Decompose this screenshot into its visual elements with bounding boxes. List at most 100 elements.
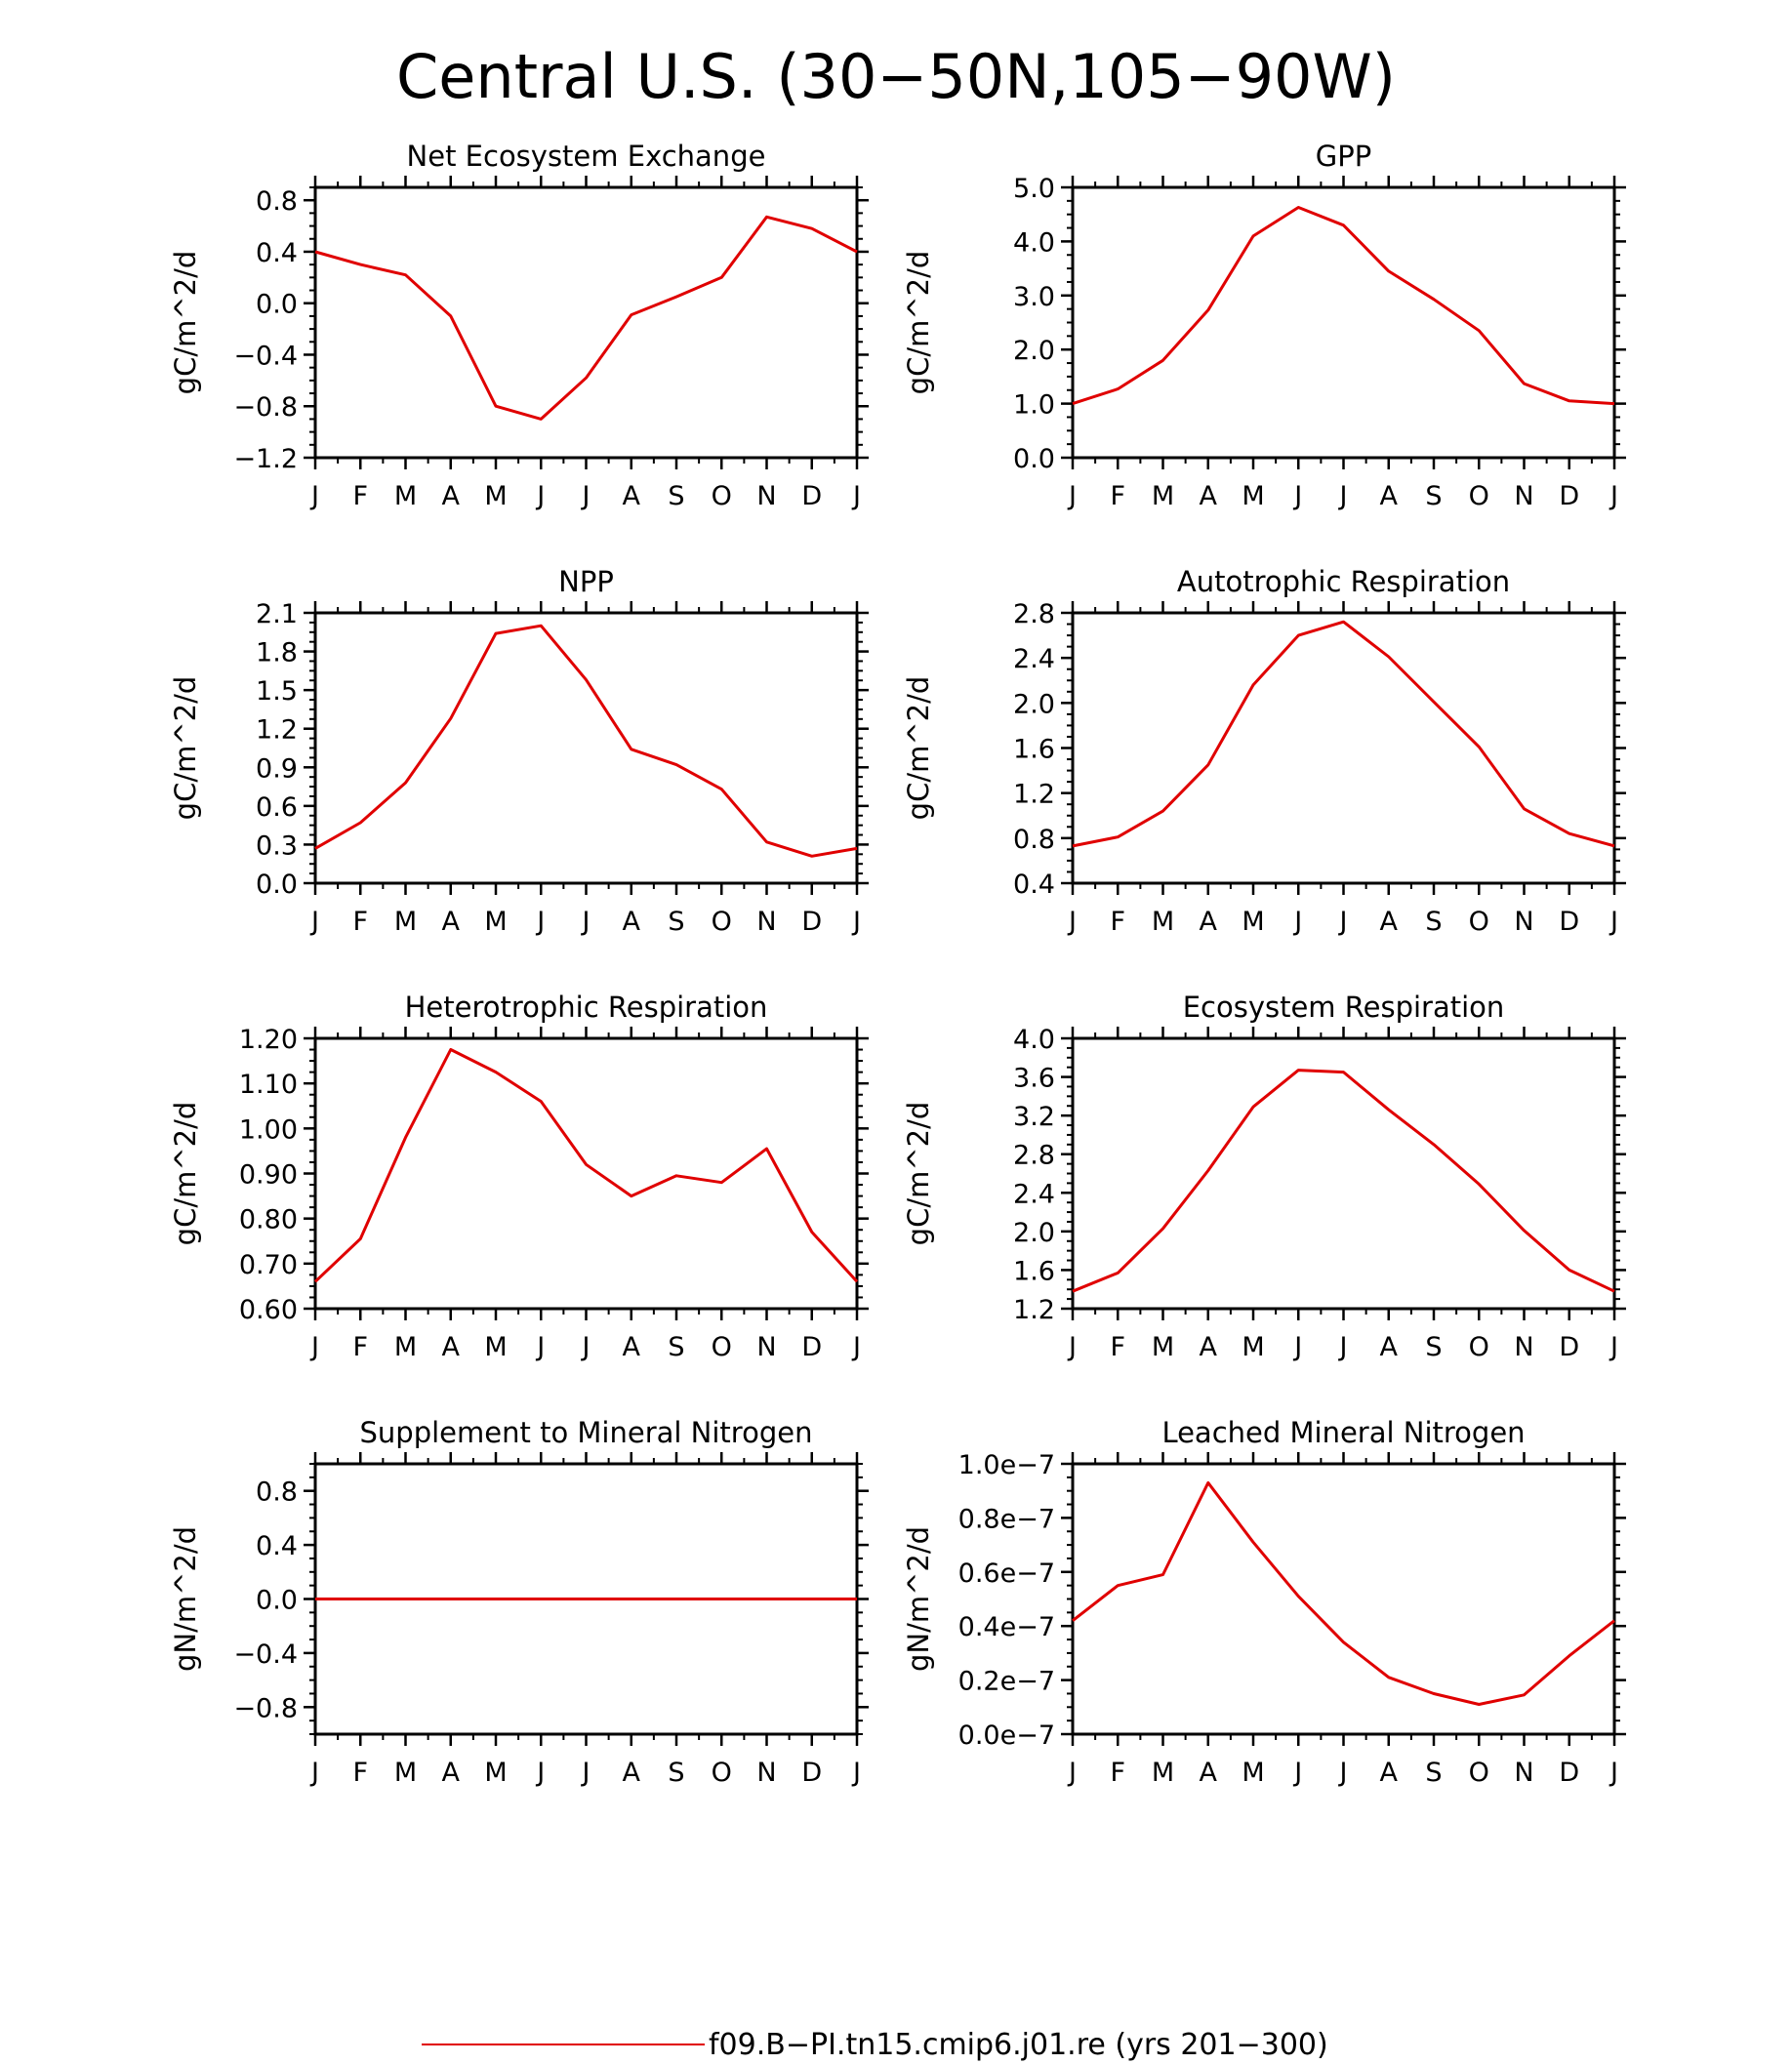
x-tick-label: A [442, 481, 461, 511]
x-tick-label: J [1292, 1758, 1302, 1788]
x-tick-label: A [442, 1332, 461, 1362]
x-tick-label: M [1242, 481, 1264, 511]
y-tick-label: 1.2 [256, 715, 298, 746]
x-tick-label: A [1200, 481, 1218, 511]
x-tick-label: A [442, 907, 461, 937]
x-tick-label: A [442, 1758, 461, 1788]
x-tick-label: J [1609, 1758, 1618, 1788]
y-tick-label: 0.6 [256, 792, 298, 823]
x-tick-label: M [484, 1332, 507, 1362]
y-tick-label: 2.0 [1013, 336, 1055, 366]
x-tick-label: A [1200, 1758, 1218, 1788]
y-axis-label: gC/m^2/d [902, 251, 935, 395]
series-line [1072, 1069, 1615, 1293]
x-tick-label: M [1242, 907, 1264, 937]
y-tick-label: −0.8 [233, 392, 298, 423]
x-tick-label: A [623, 1332, 641, 1362]
x-tick-label: J [1609, 907, 1618, 937]
x-tick-label: J [1067, 1332, 1077, 1362]
x-tick-label: J [1609, 481, 1618, 511]
panel-gpp: J F M A M J J A S O N D J0.01.02.03.04.05.0GPPgC/m^2… [902, 140, 1626, 511]
x-tick-label: J [581, 907, 591, 937]
x-tick-label: D [1559, 1758, 1579, 1788]
x-tick-label: F [1110, 907, 1125, 937]
x-tick-label: A [1380, 481, 1399, 511]
x-tick-label: J [851, 907, 861, 937]
x-tick-label: J [1338, 1332, 1348, 1362]
y-tick-label: 2.8 [1013, 1141, 1055, 1171]
y-axis-label: gN/m^2/d [169, 1526, 202, 1672]
x-tick-label: D [1559, 1332, 1579, 1362]
panel-title: GPP [1316, 140, 1371, 173]
x-tick-label: J [1609, 1332, 1618, 1362]
plot-frame [1071, 185, 1616, 460]
x-tick-label: J [1067, 907, 1077, 937]
plot-frame [313, 1036, 859, 1311]
x-tick-label: N [756, 481, 776, 511]
y-tick-label: −0.8 [233, 1693, 298, 1723]
y-tick-label: 1.6 [1013, 735, 1055, 765]
x-tick-label: J [535, 1332, 545, 1362]
y-tick-label: 4.0 [1013, 227, 1055, 258]
x-tick-label: D [801, 907, 822, 937]
y-tick-label: 1.00 [239, 1114, 298, 1145]
y-tick-label: 0.0 [256, 290, 298, 320]
x-tick-label: M [1152, 907, 1174, 937]
y-tick-label: 0.0 [1013, 444, 1055, 474]
x-tick-label: J [535, 907, 545, 937]
x-tick-label: F [352, 907, 368, 937]
y-tick-label: 2.4 [1013, 1179, 1055, 1209]
x-tick-label: S [1425, 907, 1442, 937]
x-tick-label: F [1110, 1332, 1125, 1362]
plot-frame [1071, 1036, 1616, 1311]
x-tick-label: S [668, 1332, 684, 1362]
x-tick-label: F [352, 1758, 368, 1788]
panel-heterotrophic-respiration: J F M A M J J A S O N D J0.600.700.800.901.001.101.2… [169, 991, 869, 1362]
series-line [314, 624, 858, 858]
x-tick-label: J [1292, 907, 1302, 937]
y-tick-label: 0.8 [256, 186, 298, 217]
panel-ecosystem-respiration: J F M A M J J A S O N D J1.21.62.02.42.83.23.64.0Eco… [902, 991, 1626, 1362]
y-axis-label: gC/m^2/d [902, 676, 935, 821]
x-tick-label: F [1110, 1758, 1125, 1788]
x-tick-label: O [1469, 481, 1489, 511]
panel-autotrophic-respiration: J F M A M J J A S O N D J0.40.81.21.62.02.42.8Autotr… [902, 565, 1626, 937]
x-tick-label: S [668, 1758, 684, 1788]
x-tick-label: D [1559, 481, 1579, 511]
y-tick-label: −0.4 [233, 341, 298, 371]
x-tick-label: N [756, 1332, 776, 1362]
y-tick-label: 1.8 [256, 638, 298, 668]
y-tick-label: 1.20 [239, 1025, 298, 1055]
y-tick-label: 0.60 [239, 1295, 298, 1325]
x-tick-label: J [1067, 481, 1077, 511]
x-tick-label: J [1338, 481, 1348, 511]
x-tick-label: J [309, 481, 319, 511]
y-tick-label: 0.4 [1013, 870, 1055, 900]
panel-title: Supplement to Mineral Nitrogen [360, 1416, 813, 1449]
x-tick-label: F [352, 481, 368, 511]
y-tick-label: 0.80 [239, 1205, 298, 1235]
y-tick-label: −1.2 [233, 444, 298, 474]
y-tick-label: 0.0 [256, 870, 298, 900]
x-tick-label: J [851, 1332, 861, 1362]
x-tick-label: M [394, 907, 417, 937]
x-tick-label: J [581, 481, 591, 511]
x-tick-label: M [1152, 1758, 1174, 1788]
x-tick-label: A [1200, 1332, 1218, 1362]
panel-title: Heterotrophic Respiration [405, 991, 768, 1024]
x-tick-label: A [1380, 1758, 1399, 1788]
y-tick-label: 0.0 [256, 1586, 298, 1616]
x-tick-label: S [1425, 481, 1442, 511]
x-tick-label: J [309, 1332, 319, 1362]
y-tick-label: 1.2 [1013, 1295, 1055, 1325]
panel-title: NPP [558, 565, 614, 598]
x-tick-label: S [668, 907, 684, 937]
series-line [1072, 620, 1615, 848]
y-tick-label: 1.0 [1013, 390, 1055, 421]
x-tick-label: O [1469, 1332, 1489, 1362]
x-tick-label: A [1380, 1332, 1399, 1362]
x-tick-label: D [801, 1758, 822, 1788]
x-tick-label: M [394, 1758, 417, 1788]
x-tick-label: N [756, 1758, 776, 1788]
